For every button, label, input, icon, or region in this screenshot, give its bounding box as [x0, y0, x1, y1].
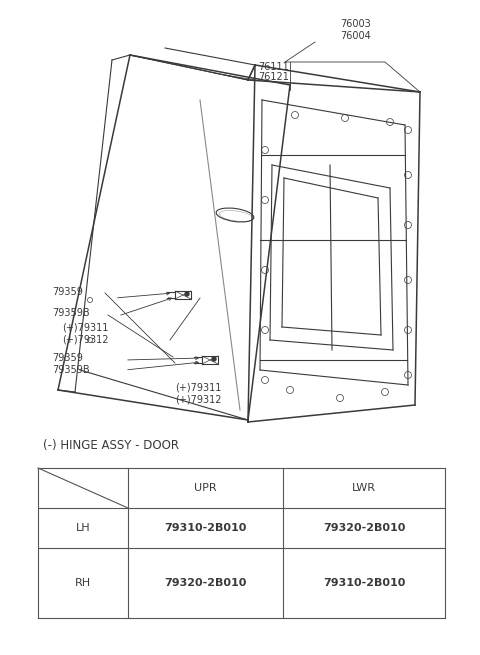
Text: UPR: UPR — [194, 483, 217, 493]
Text: 79359B: 79359B — [52, 365, 90, 375]
Circle shape — [212, 357, 216, 361]
Text: (+)79312: (+)79312 — [175, 395, 221, 405]
Text: 79359: 79359 — [52, 353, 83, 363]
Text: (-) HINGE ASSY - DOOR: (-) HINGE ASSY - DOOR — [43, 440, 179, 453]
Text: (+)79312: (+)79312 — [62, 335, 108, 345]
Text: 79359: 79359 — [52, 287, 83, 297]
Circle shape — [185, 292, 189, 296]
Text: 76004: 76004 — [340, 31, 371, 41]
Text: (+)79311: (+)79311 — [62, 323, 108, 333]
Text: 79320-2B010: 79320-2B010 — [323, 523, 405, 533]
Text: 76121: 76121 — [258, 72, 289, 82]
Text: (+)79311: (+)79311 — [175, 383, 221, 393]
Text: RH: RH — [75, 578, 91, 588]
Text: 79359B: 79359B — [52, 308, 90, 318]
Text: 79320-2B010: 79320-2B010 — [164, 578, 247, 588]
Text: 79310-2B010: 79310-2B010 — [323, 578, 405, 588]
Text: LH: LH — [76, 523, 90, 533]
Text: 79310-2B010: 79310-2B010 — [164, 523, 247, 533]
Text: 76111: 76111 — [258, 62, 289, 72]
Text: 76003: 76003 — [340, 19, 371, 29]
Text: LWR: LWR — [352, 483, 376, 493]
